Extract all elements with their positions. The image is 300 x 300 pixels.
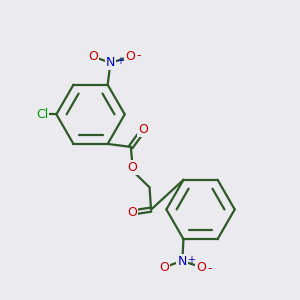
Text: +: + [187,255,195,265]
Text: -: - [136,49,140,62]
Text: O: O [138,123,148,136]
Text: -: - [207,262,212,275]
Text: O: O [127,206,137,219]
Text: +: + [116,56,124,66]
Text: O: O [159,261,169,274]
Text: O: O [88,50,98,63]
Text: O: O [128,160,137,174]
Text: N: N [106,56,115,69]
Text: Cl: Cl [36,108,48,121]
Text: O: O [196,261,206,274]
Text: O: O [125,50,135,63]
Text: N: N [177,255,187,268]
